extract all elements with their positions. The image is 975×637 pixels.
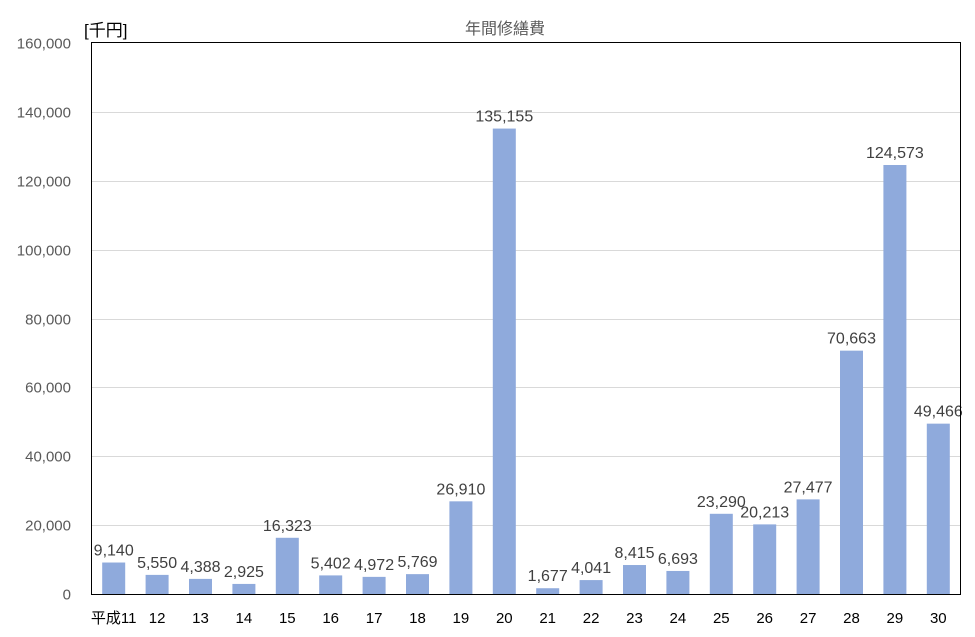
data-label: 23,290 — [697, 494, 746, 511]
bar — [319, 575, 343, 594]
bar — [840, 350, 863, 594]
y-tick-label: 160,000 — [17, 36, 71, 53]
bar — [926, 423, 950, 594]
data-label: 2,925 — [224, 564, 264, 581]
y-tick-label: 40,000 — [25, 449, 71, 466]
x-axis-tick-labels: 平成11 12 13 14 15 16 17 18 19 20 21 22 23 24 25 26 27 28 29… — [91, 610, 947, 627]
y-tick-label: 80,000 — [25, 312, 71, 329]
data-label: 135,155 — [475, 109, 533, 126]
x-tick-label: 12 — [149, 610, 166, 627]
x-tick-label: 平成11 — [91, 610, 137, 627]
x-tick-label: 24 — [670, 610, 687, 627]
x-tick-label: 16 — [322, 610, 339, 627]
data-label: 16,323 — [263, 518, 312, 535]
bar — [145, 574, 169, 594]
data-label: 9,140 — [94, 543, 134, 560]
x-tick-label: 14 — [236, 610, 253, 627]
x-tick-label: 18 — [409, 610, 426, 627]
bar — [536, 588, 560, 594]
chart-title: 年間修繕費 — [465, 20, 545, 38]
data-label: 5,550 — [137, 555, 177, 572]
y-tick-label: 0 — [63, 587, 71, 604]
data-label: 70,663 — [827, 331, 876, 348]
bar — [102, 562, 126, 594]
y-tick-label: 20,000 — [25, 518, 71, 535]
x-tick-label: 30 — [930, 610, 947, 627]
x-tick-label: 25 — [713, 610, 730, 627]
x-tick-label: 26 — [756, 610, 773, 627]
y-axis-tick-labels: 0 20,000 40,000 60,000 80,000 100,000 120,000 1… — [17, 36, 71, 604]
x-tick-label: 17 — [366, 610, 383, 627]
bar — [189, 578, 212, 594]
bar — [666, 570, 690, 594]
x-tick-label: 21 — [539, 610, 556, 627]
bar — [406, 574, 429, 594]
x-tick-label: 29 — [887, 610, 904, 627]
bar — [796, 499, 820, 594]
y-axis-unit-label: [千円] — [84, 21, 127, 40]
x-tick-label: 22 — [583, 610, 600, 627]
bar — [579, 580, 603, 594]
data-label: 6,693 — [658, 551, 698, 568]
bar — [275, 537, 299, 594]
bar — [709, 513, 733, 594]
bar — [753, 524, 777, 594]
data-label: 4,388 — [180, 559, 220, 576]
data-label: 8,415 — [614, 545, 654, 562]
data-label: 4,041 — [571, 560, 611, 577]
bar — [232, 583, 256, 594]
bar — [362, 576, 386, 594]
data-label: 1,677 — [528, 568, 568, 585]
plot-area-frame — [91, 42, 961, 595]
data-label: 5,769 — [397, 554, 437, 571]
data-label: 20,213 — [740, 504, 789, 521]
data-label: 26,910 — [436, 481, 485, 498]
x-tick-label: 20 — [496, 610, 513, 627]
x-tick-label: 15 — [279, 610, 296, 627]
bar — [492, 128, 516, 594]
gridlines — [92, 112, 960, 526]
data-label: 27,477 — [784, 479, 833, 496]
x-tick-label: 13 — [192, 610, 209, 627]
bars — [102, 128, 950, 595]
data-label: 5,402 — [311, 555, 351, 572]
data-label: 4,972 — [354, 557, 394, 574]
bar — [623, 565, 646, 594]
x-tick-label: 19 — [453, 610, 470, 627]
y-tick-label: 100,000 — [17, 243, 71, 260]
bar — [883, 165, 907, 595]
data-label: 124,573 — [866, 145, 924, 162]
x-tick-label: 23 — [626, 610, 643, 627]
x-tick-label: 27 — [800, 610, 817, 627]
y-tick-label: 140,000 — [17, 105, 71, 122]
y-tick-label: 120,000 — [17, 174, 71, 191]
y-tick-label: 60,000 — [25, 380, 71, 397]
bar — [449, 501, 473, 594]
x-tick-label: 28 — [843, 610, 860, 627]
data-label: 49,466 — [914, 404, 963, 421]
